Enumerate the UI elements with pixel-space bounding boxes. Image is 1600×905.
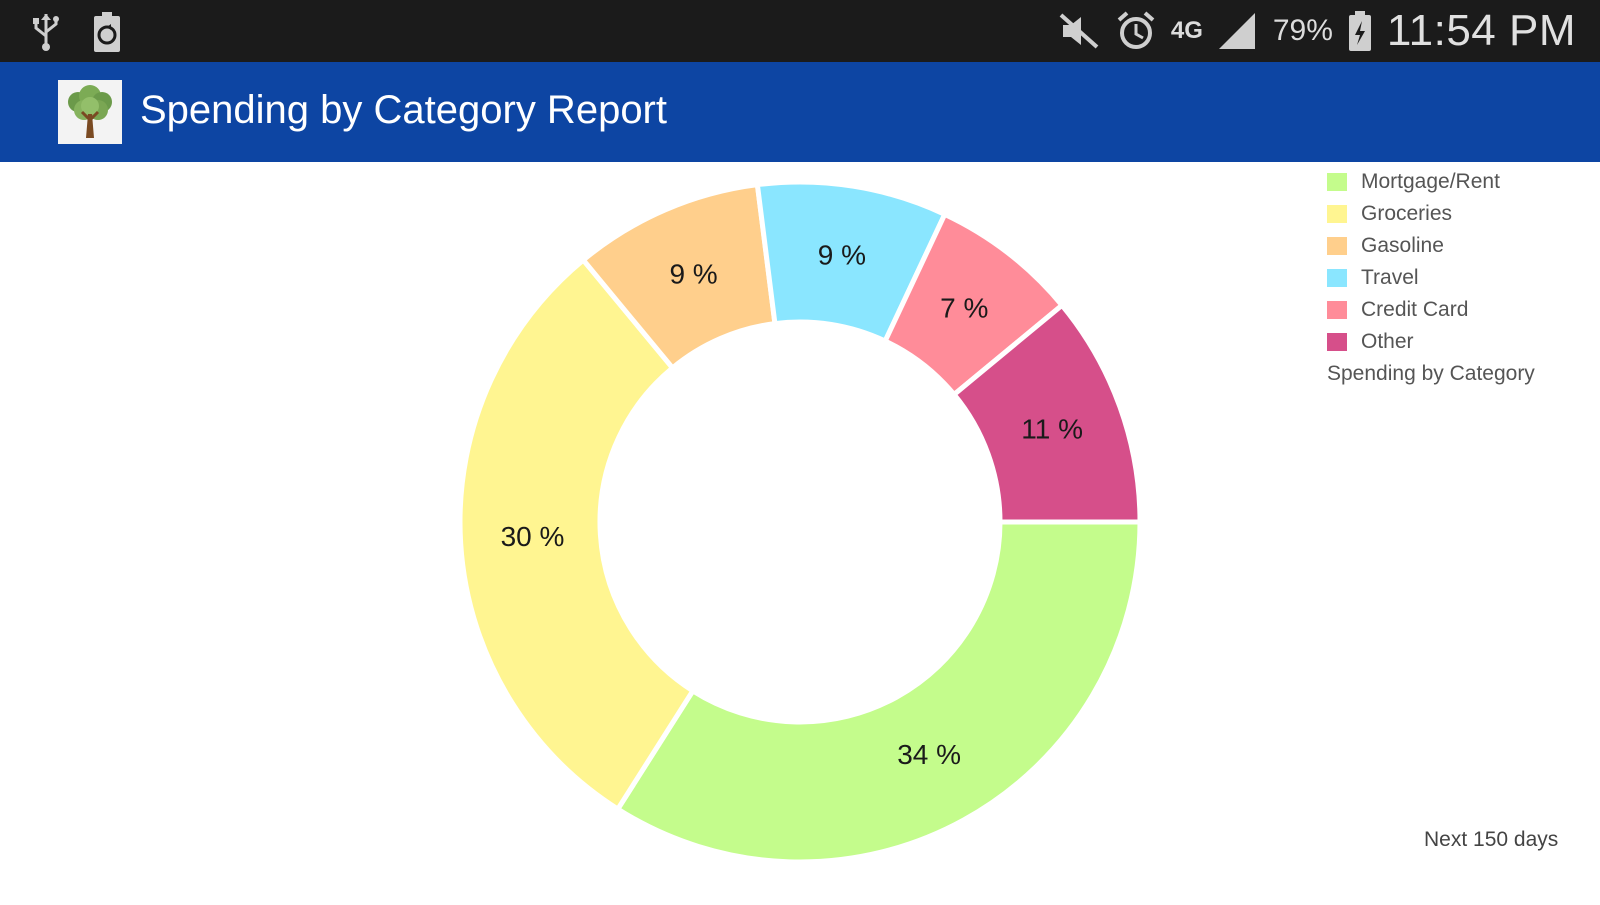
legend-label: Groceries xyxy=(1361,202,1453,225)
legend-label: Gasoline xyxy=(1361,234,1444,257)
usb-icon xyxy=(28,12,64,52)
donut-slice-mortgage-rent[interactable] xyxy=(614,519,1143,865)
battery-saver-icon xyxy=(90,10,124,54)
slice-label-other: 11 % xyxy=(1021,414,1083,445)
legend-swatch xyxy=(1327,269,1347,287)
legend-label: Mortgage/Rent xyxy=(1361,170,1500,193)
battery-charging-icon xyxy=(1347,9,1373,53)
page-title: Spending by Category Report xyxy=(140,88,667,132)
legend-item-groceries: Groceries xyxy=(1327,198,1535,230)
clock-time: 11:54 PM xyxy=(1386,6,1576,55)
donut-chart: 34 % 30 % 9 % 9 % 7 % 11 % xyxy=(457,179,1143,865)
slice-label-gasoline: 9 % xyxy=(669,258,717,289)
mute-icon xyxy=(1057,11,1101,51)
battery-percent: 79% xyxy=(1272,14,1333,47)
slice-label-groceries: 30 % xyxy=(501,521,565,552)
slice-label-mortgage-rent: 34 % xyxy=(897,739,961,770)
slice-label-travel: 9 % xyxy=(818,240,866,271)
legend-label: Credit Card xyxy=(1361,298,1469,321)
donut-slice-other[interactable] xyxy=(950,301,1143,525)
legend-swatch xyxy=(1327,301,1347,319)
alarm-icon xyxy=(1115,10,1157,52)
donut-chart-area: 34 % 30 % 9 % 9 % 7 % 11 % xyxy=(0,162,1600,900)
chart-legend: Mortgage/Rent Groceries Gasoline Travel Cred… xyxy=(1327,166,1535,386)
network-4g-icon: 4G xyxy=(1170,17,1203,45)
legend-label: Travel xyxy=(1361,266,1419,289)
app-bar: Spending by Category Report xyxy=(0,62,1600,162)
network-type-label: 4G xyxy=(1170,17,1203,45)
donut-slice-groceries[interactable] xyxy=(457,256,697,813)
legend-swatch xyxy=(1327,205,1347,223)
legend-label: Other xyxy=(1361,330,1414,353)
legend-swatch xyxy=(1327,333,1347,351)
signal-icon xyxy=(1217,11,1259,51)
legend-swatch xyxy=(1327,173,1347,191)
legend-caption: Spending by Category xyxy=(1327,362,1535,385)
legend-item-other: Other xyxy=(1327,326,1535,358)
date-range-note: Next 150 days xyxy=(1424,828,1559,851)
slice-label-credit-card: 7 % xyxy=(940,293,988,324)
status-bar: 4G 79% 11:54 PM xyxy=(0,0,1600,62)
legend-item-gasoline: Gasoline xyxy=(1327,230,1535,262)
legend-item-travel: Travel xyxy=(1327,262,1535,294)
legend-item-credit-card: Credit Card xyxy=(1327,294,1535,326)
money-tree-icon[interactable] xyxy=(58,80,122,144)
legend-item-mortgage-rent: Mortgage/Rent xyxy=(1327,166,1535,198)
legend-swatch xyxy=(1327,237,1347,255)
